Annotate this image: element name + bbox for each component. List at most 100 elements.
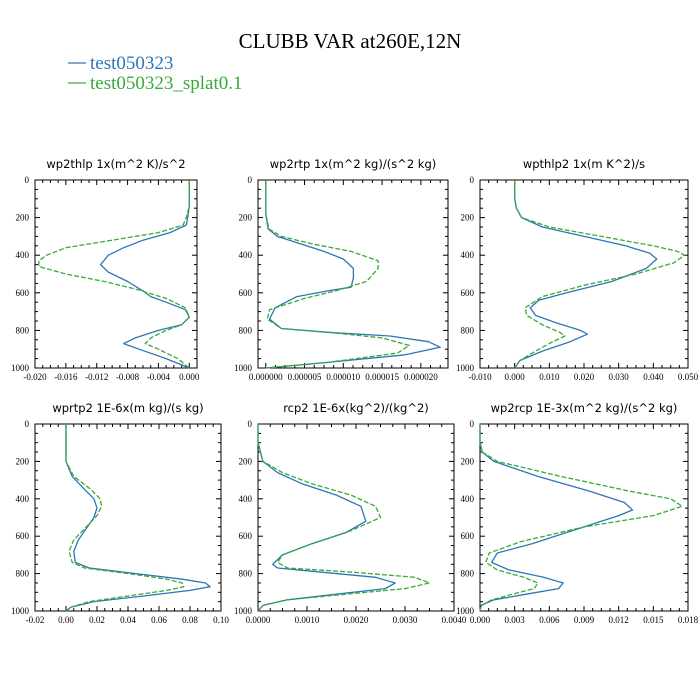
x-tick-label: -0.004 [147,372,171,382]
y-tick-label: 200 [461,213,475,223]
series-line-0 [514,180,658,369]
series-line-1 [479,424,683,612]
panel-title: wprtp2 1E-6x(m kg)/(s kg) [52,401,203,415]
x-tick-label: 0.030 [609,372,630,382]
panel-1: wp2rtp 1x(m^2 kg)/(s^2 kg) 0 200 400 600 800 1… [234,157,449,382]
panel-title: rcp2 1E-6x(kg^2)/(kg^2) [283,401,429,415]
y-tick-label: 400 [16,494,30,504]
series-line-1 [65,424,185,612]
x-tick-label: 0.015 [643,615,664,625]
y-tick-label: 400 [461,250,475,260]
y-tick-label: 0 [248,419,253,429]
y-tick-label: 800 [239,569,253,579]
x-tick-label: -0.02 [26,615,45,625]
x-tick-label: -0.012 [85,372,108,382]
x-tick-label: 0.0020 [344,615,369,625]
x-tick-label: 0.003 [505,615,526,625]
y-tick-label: 200 [16,213,30,223]
plot-frame [257,423,455,612]
y-tick-label: 200 [239,456,253,466]
panel-0: wp2thlp 1x(m^2 K)/s^202004006008001000-0… [11,157,200,382]
y-tick-label: 1000 [456,363,475,373]
x-tick-label: 0.020 [574,372,595,382]
plot-frame [479,423,689,612]
x-tick-label: -0.016 [54,372,78,382]
series-line-1 [38,180,190,369]
y-tick-label: 400 [461,494,475,504]
y-tick-label: 0 [25,419,30,429]
x-tick-label: 0.0030 [393,615,418,625]
y-tick-label: 600 [461,531,475,541]
y-tick-label: 200 [461,456,475,466]
x-tick-label: 0.018 [678,615,699,625]
panel-4: rcp2 1E-6x(kg^2)/(kg^2) 0 200 400 600 800 1000… [234,401,467,625]
y-tick-label: 1000 [11,363,30,373]
plot-frame [34,423,222,612]
x-tick-label: 0.02 [89,615,105,625]
series-line-1 [265,180,410,369]
panel-title: wp2rtp 1x(m^2 kg)/(s^2 kg) [270,157,437,171]
legend: test050323 test050323_splat0.1 [68,53,243,94]
y-tick-label: 800 [16,569,30,579]
x-tick-label: 0.000010 [326,372,360,382]
y-tick-label: 200 [239,213,253,223]
x-tick-label: 0.06 [151,615,167,625]
x-tick-label: 0.009 [574,615,595,625]
y-tick-label: 800 [461,569,475,579]
panel-title: wp2thlp 1x(m^2 K)/s^2 [46,157,185,171]
y-tick-label: 1000 [456,606,475,616]
x-tick-label: 0.012 [609,615,629,625]
y-tick-label: 600 [239,288,253,298]
y-tick-label: 1000 [234,606,253,616]
x-tick-label: 0.000000 [249,372,283,382]
x-tick-label: 0.000020 [404,372,438,382]
x-tick-label: 0.006 [539,615,560,625]
x-tick-label: 0.040 [643,372,664,382]
plot-frame [479,179,689,369]
x-tick-label: 0.10 [213,615,229,625]
x-tick-label: 0.000 [505,372,526,382]
y-tick-label: 600 [239,531,253,541]
x-tick-label: 0.000 [470,615,491,625]
y-tick-label: 600 [16,531,30,541]
x-tick-label: -0.010 [468,372,492,382]
series-line-0 [257,424,396,612]
panel-title: wp2rcp 1E-3x(m^2 kg)/(s^2 kg) [491,401,678,415]
x-tick-label: 0.010 [539,372,560,382]
series-line-0 [99,180,190,369]
series-line-0 [265,180,441,369]
y-tick-label: 0 [470,175,475,185]
y-tick-label: 600 [461,288,475,298]
y-tick-label: 1000 [11,606,30,616]
series-line-0 [65,424,211,612]
x-tick-label: 0.000 [179,372,200,382]
legend-label-0: test050323 [90,53,173,74]
y-tick-label: 400 [16,250,30,260]
x-tick-label: 0.0040 [442,615,467,625]
series-line-1 [514,180,686,369]
y-tick-label: 800 [16,325,30,335]
panel-5: wp2rcp 1E-3x(m^2 kg)/(s^2 kg) 0 200 400 600 8… [456,401,699,625]
series-line-0 [479,424,634,612]
y-tick-label: 400 [239,250,253,260]
x-tick-label: -0.008 [116,372,140,382]
plot-frame [34,179,198,369]
figure-title: CLUBB VAR at260E,12N [239,29,462,53]
x-tick-label: 0.00 [58,615,74,625]
panel-title: wpthlp2 1x(m K^2)/s [523,157,645,171]
x-tick-label: 0.000015 [365,372,399,382]
y-tick-label: 800 [239,325,253,335]
y-tick-label: 0 [248,175,253,185]
series-line-1 [257,424,431,612]
legend-label-1: test050323_splat0.1 [90,73,243,94]
y-tick-label: 600 [16,288,30,298]
x-tick-label: -0.020 [23,372,47,382]
x-tick-label: 0.08 [182,615,198,625]
x-tick-label: 0.050 [678,372,699,382]
y-tick-label: 0 [25,175,30,185]
panels: wp2thlp 1x(m^2 K)/s^202004006008001000-0… [11,157,699,625]
panel-2: wpthlp2 1x(m K^2)/s 0 200 400 600 800 1000-0.0… [456,157,699,382]
x-tick-label: 0.000005 [288,372,322,382]
x-tick-label: 0.0000 [246,615,271,625]
